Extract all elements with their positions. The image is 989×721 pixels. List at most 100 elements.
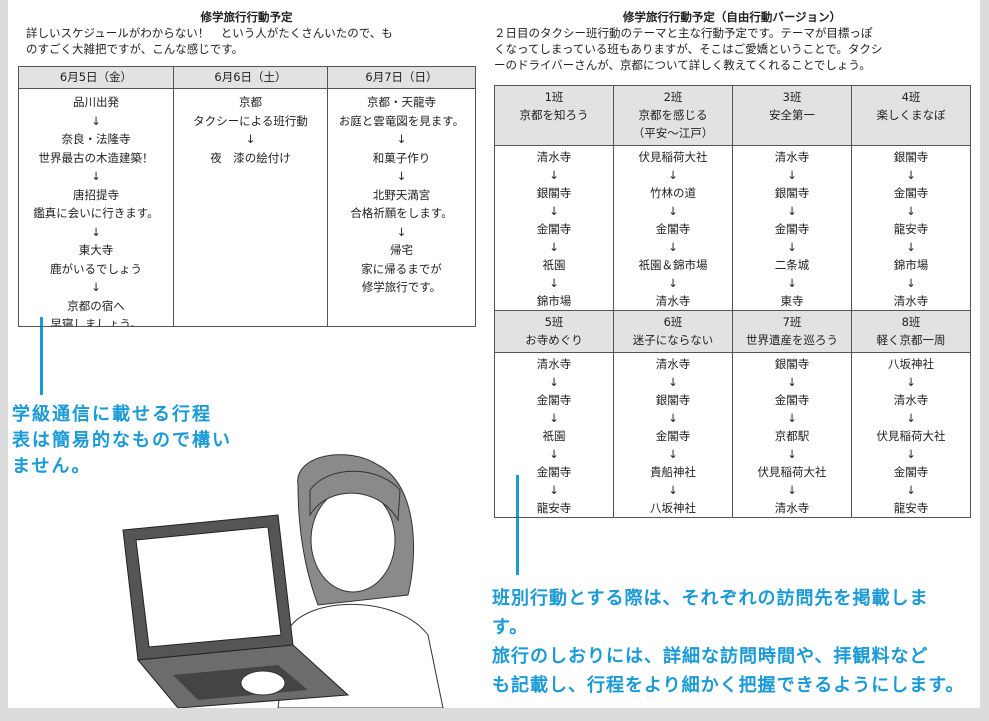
group-route: 八坂神社 ↓ 清水寺 ↓ 伏見稲荷大社 ↓ 金閣寺 ↓ 龍安寺 (851, 352, 971, 518)
callout-line-text: 旅行のしおりには、詳細な訪問時間や、拝観料など (492, 646, 929, 667)
route-line: ↓ (549, 276, 559, 290)
cell-line: 京都 (239, 95, 262, 109)
header-line: 京都を感じる (638, 108, 708, 122)
route-line: 祇園 (542, 258, 566, 272)
route-line: 龍安寺 (893, 501, 929, 515)
group-header: 8班 軽く京都一周 (851, 310, 971, 353)
left-intro: 詳しいスケジュールがわからない！ という人がたくさんいたので、も のすごく大雑把で… (26, 25, 393, 57)
route-line: 清水寺 (536, 357, 572, 371)
group-header: 4班 楽しくまなぼ (851, 85, 971, 146)
route-line: 金閣寺 (536, 465, 572, 479)
route-line: 金閣寺 (536, 222, 572, 236)
intro-line: ーのドライバーさんが、京都について詳しく教えてくれることでしょう。 (494, 58, 871, 72)
route-line: ↓ (906, 168, 916, 182)
table-header: 6月7日（日） (327, 66, 476, 89)
route-line: 龍安寺 (893, 222, 929, 236)
route-line: 清水寺 (655, 294, 691, 308)
cell-line: 奈良・法隆寺 (61, 132, 131, 146)
route-line: 清水寺 (655, 357, 691, 371)
header-line: 7班 (782, 315, 802, 329)
header-line: 京都を知ろう (519, 108, 589, 122)
header-line: 軽く京都一周 (876, 333, 946, 347)
route-line: 伏見稲荷大社 (638, 150, 708, 164)
route-line: ↓ (668, 447, 678, 461)
route-line: ↓ (906, 483, 916, 497)
illustration (122, 454, 444, 708)
cell-line: ↓ (91, 113, 101, 128)
header-line: 世界遺産を巡ろう (746, 333, 838, 347)
header-line: 2班 (663, 90, 683, 104)
group-header: 3班 安全第一 (732, 85, 852, 146)
callout-line-text: も記載し、行程をより細かく把握できるようにします。 (492, 675, 965, 696)
group-route: 銀閣寺 ↓ 金閣寺 ↓ 龍安寺 ↓ 錦市場 ↓ 清水寺 (851, 145, 971, 311)
header-line: 1班 (544, 90, 564, 104)
route-line: 貴船神社 (650, 465, 696, 479)
cell-line: 鑑真に会いに行きます。 (33, 206, 159, 220)
route-line: 竹林の道 (650, 186, 696, 200)
route-line: ↓ (906, 411, 916, 425)
right-callout: 班別行動とする際は、それぞれの訪問先を掲載しま す。 旅行のしおりには、詳細な訪問時… (492, 584, 964, 700)
intro-line: ２日目のタクシー班行動のテーマと主な行動予定です。テーマが目標っぽ (494, 26, 873, 40)
group-header: 5班 お寺めぐり (494, 310, 614, 353)
route-line: 清水寺 (536, 150, 572, 164)
callout-line-text: 班別行動とする際は、それぞれの訪問先を掲載しま (492, 588, 929, 609)
cell-line: 世界最古の木造建築！ (38, 150, 154, 165)
route-line: ↓ (787, 411, 797, 425)
callout-line (516, 475, 519, 575)
cell-line: 品川出発 (73, 95, 119, 109)
route-line: ↓ (787, 483, 797, 497)
route-line: 金閣寺 (774, 393, 810, 407)
panel: 修学旅行行動予定 詳しいスケジュールがわからない！ という人がたくさんいたので、… (8, 0, 980, 708)
header-line: 楽しくまなぼ (876, 108, 946, 122)
intro-line: のすごく大雑把ですが、こんな感じです。 (26, 42, 244, 56)
cell-line: 合格祈願をします。 (350, 206, 453, 220)
route-line: 祇園 (542, 429, 566, 443)
route-line: ↓ (549, 447, 559, 461)
group-header: 6班 迷子にならない (613, 310, 733, 353)
route-line: ↓ (668, 204, 678, 218)
cell-line: 夜 漆の絵付け (210, 150, 291, 165)
route-line: ↓ (549, 411, 559, 425)
route-line: 銀閣寺 (893, 150, 929, 164)
route-line: 清水寺 (893, 393, 929, 407)
cell-line: 京都の宿へ (67, 298, 125, 313)
route-line: 銀閣寺 (774, 357, 810, 371)
cell-line: ↓ (91, 280, 101, 294)
route-line: 錦市場 (536, 294, 572, 308)
group-route: 銀閣寺 ↓ 金閣寺 ↓ 京都駅 ↓ 伏見稲荷大社 ↓ 清水寺 (732, 352, 852, 518)
group-header: 7班世界遺産を巡ろう (732, 310, 852, 353)
cell-line: お庭と雲竜図を見ます。 (338, 113, 465, 128)
cell-line: ↓ (396, 169, 407, 183)
cell-line: ↓ (396, 224, 407, 239)
route-line: ↓ (787, 276, 797, 290)
route-line: 伏見稲荷大社 (757, 465, 827, 479)
intro-line: くなってしまっている班もありますが、そこはご愛嬌ということで。タクシ (494, 42, 883, 56)
route-line: 銀閣寺 (774, 186, 810, 200)
route-line: ↓ (906, 375, 916, 389)
cell-line: ↓ (396, 132, 407, 146)
table-header: 6月5日（金） (18, 66, 174, 89)
cell-line: ↓ (91, 169, 101, 183)
cell-line: 唐招提寺 (73, 187, 119, 202)
route-line: 金閣寺 (893, 465, 929, 479)
table-cell: 京都・天龍寺 お庭と雲竜図を見ます。 ↓ 和菓子作り ↓ 北野天満宮 合格祈願をします。 ↓ 帰… (327, 88, 476, 327)
group-route: 伏見稲荷大社 ↓ 竹林の道 ↓ 金閣寺 ↓ 祇園＆錦市場 ↓ 清水寺 (613, 145, 733, 311)
route-line: ↓ (906, 447, 916, 461)
route-line: ↓ (787, 375, 797, 389)
left-callout: 学級通信に載せる行程 表は簡易的なもので構い ません。 (12, 402, 232, 480)
route-line: ↓ (906, 204, 916, 218)
route-line: ↓ (549, 375, 559, 389)
route-line: 龍安寺 (536, 501, 572, 515)
route-line: ↓ (668, 276, 678, 290)
group-route: 清水寺 ↓ 金閣寺 ↓ 祇園 ↓ 金閣寺 ↓ 龍安寺 (494, 352, 614, 518)
callout-line (40, 317, 43, 395)
table-cell: 京都 タクシーによる班行動 ↓ 夜 漆の絵付け (173, 88, 328, 327)
route-line: ↓ (787, 204, 797, 218)
header-line: お寺めぐり (525, 333, 583, 347)
route-line: 京都駅 (774, 429, 810, 443)
route-line: ↓ (906, 240, 916, 254)
group-header: 1班京都を知ろう (494, 85, 614, 146)
cell-line: 和菓子作り (372, 150, 431, 165)
route-line: ↓ (668, 375, 678, 389)
